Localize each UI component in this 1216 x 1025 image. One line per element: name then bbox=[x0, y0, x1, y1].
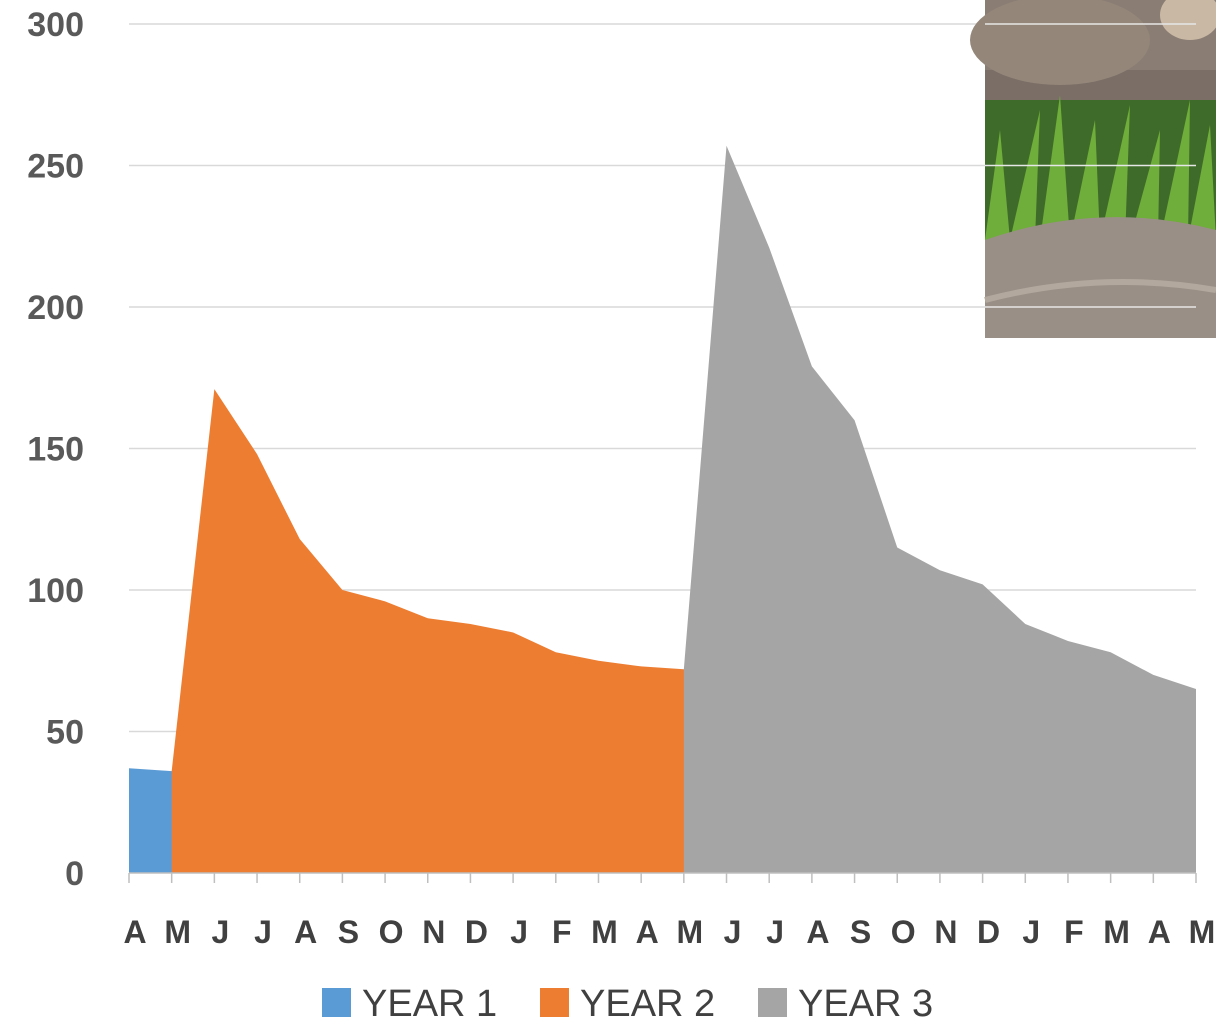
series-area-year-3 bbox=[683, 145, 1196, 873]
y-tick-label-100: 100 bbox=[27, 572, 84, 610]
x-tick-label: M bbox=[1189, 914, 1216, 950]
x-tick-label: J bbox=[724, 914, 742, 950]
x-tick-label: A bbox=[806, 914, 829, 950]
y-tick-label-0: 0 bbox=[65, 855, 84, 893]
legend-label-year-1: YEAR 1 bbox=[362, 983, 497, 1025]
x-tick-label: A bbox=[636, 914, 659, 950]
x-tick-label: J bbox=[766, 914, 784, 950]
legend-swatch-year-1 bbox=[322, 988, 351, 1017]
x-tick-label: M bbox=[677, 914, 704, 950]
x-tick-label: M bbox=[591, 914, 618, 950]
gridlines-over-photo bbox=[985, 23, 1196, 308]
y-axis-tick-labels: 0 50 100 150 200 250 300 bbox=[27, 6, 84, 893]
legend: YEAR 1 YEAR 2 YEAR 3 bbox=[322, 983, 933, 1025]
x-tick-label: A bbox=[1148, 914, 1171, 950]
x-tick-label: N bbox=[934, 914, 957, 950]
x-tick-label: D bbox=[465, 914, 488, 950]
x-tick-label: N bbox=[422, 914, 445, 950]
x-tick-label: F bbox=[1064, 914, 1084, 950]
legend-swatch-year-2 bbox=[540, 988, 569, 1017]
squirrel-photo-image bbox=[970, 0, 1216, 338]
x-tick-label: O bbox=[379, 914, 404, 950]
x-tick-label: D bbox=[977, 914, 1000, 950]
x-tick-label: S bbox=[850, 914, 871, 950]
x-tick-label: J bbox=[1022, 914, 1040, 950]
y-tick-label-50: 50 bbox=[46, 714, 84, 752]
series-area-year-2 bbox=[171, 389, 1197, 873]
legend-label-year-3: YEAR 3 bbox=[798, 983, 933, 1025]
x-tick-label: A bbox=[294, 914, 317, 950]
x-tick-label: S bbox=[338, 914, 359, 950]
x-tick-label: M bbox=[1103, 914, 1130, 950]
x-tick-label: O bbox=[891, 914, 916, 950]
series-areas bbox=[129, 145, 1197, 873]
x-tick-label: M bbox=[164, 914, 191, 950]
x-tick-label: J bbox=[254, 914, 272, 950]
x-tick-label: J bbox=[211, 914, 229, 950]
x-tick-label: A bbox=[123, 914, 146, 950]
legend-label-year-2: YEAR 2 bbox=[580, 983, 715, 1025]
legend-swatch-year-3 bbox=[758, 988, 787, 1017]
y-tick-label-200: 200 bbox=[27, 289, 84, 327]
y-tick-label-300: 300 bbox=[27, 6, 84, 44]
y-tick-label-150: 150 bbox=[27, 431, 84, 469]
x-tick-label: F bbox=[552, 914, 572, 950]
y-tick-label-250: 250 bbox=[27, 148, 84, 186]
x-axis bbox=[128, 872, 1197, 883]
x-tick-label: J bbox=[510, 914, 528, 950]
